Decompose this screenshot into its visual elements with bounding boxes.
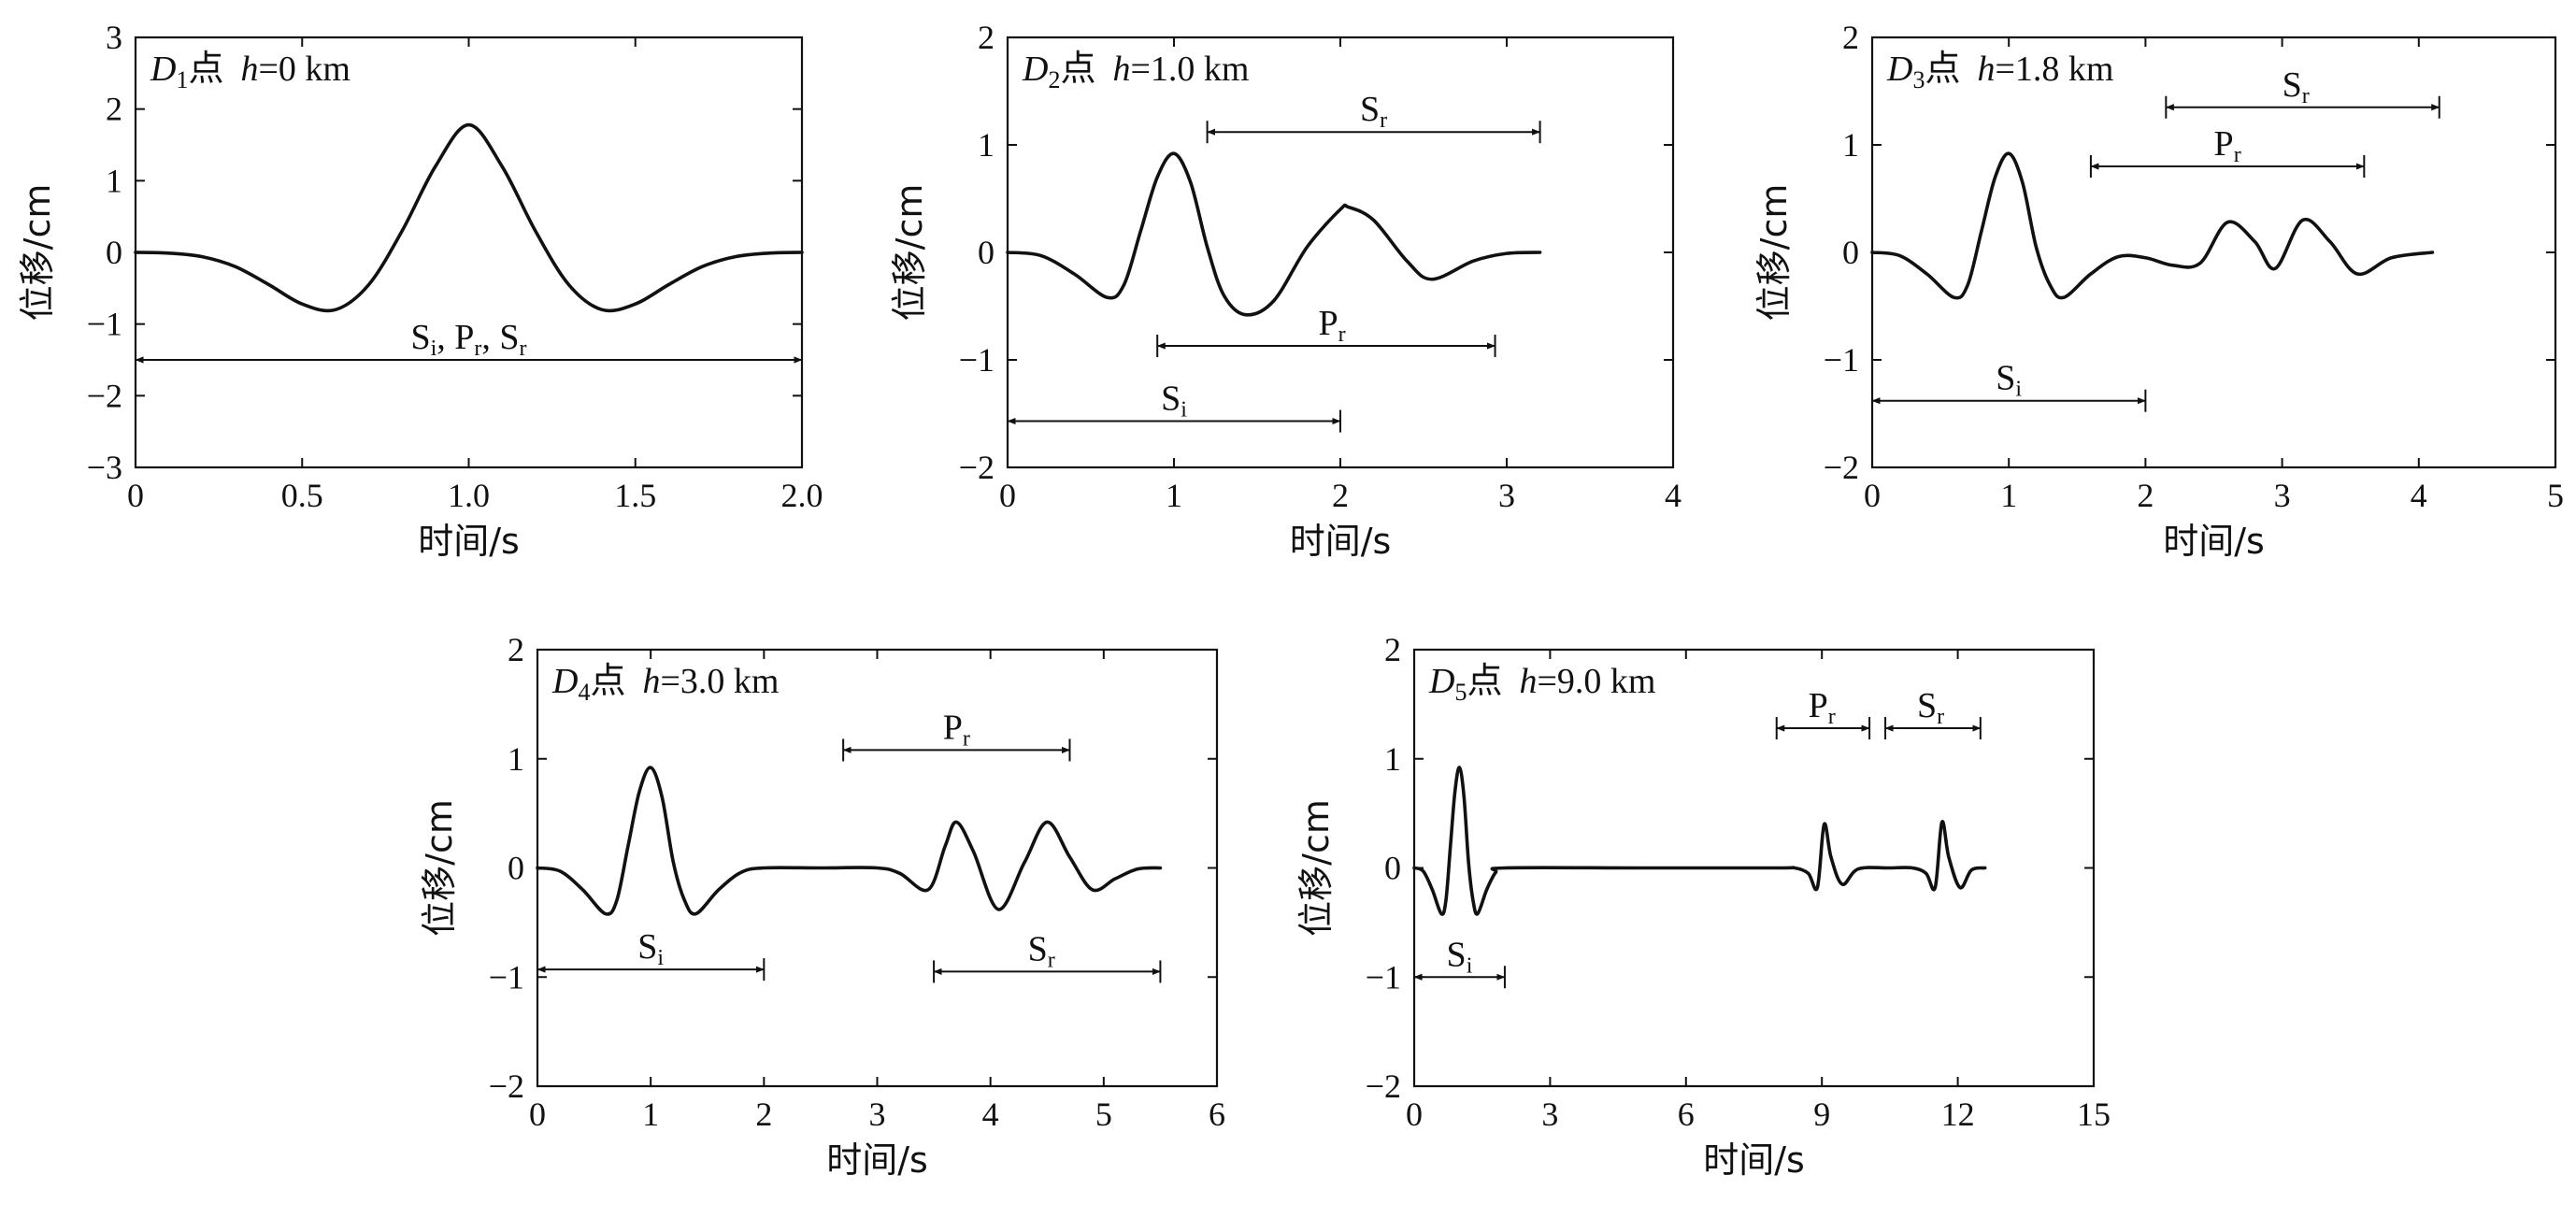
x-tick-label: 3 xyxy=(869,1096,886,1133)
y-axis-label: 位移/cm xyxy=(889,184,930,322)
y-tick-label: −2 xyxy=(959,449,995,486)
x-tick-label: 2 xyxy=(755,1096,772,1133)
y-tick-label: 3 xyxy=(106,19,122,56)
x-tick-label: 4 xyxy=(1665,477,1682,514)
wave-label: Si xyxy=(637,927,664,970)
x-tick-label: 2 xyxy=(1332,477,1349,514)
x-tick-label: 12 xyxy=(1941,1096,1975,1133)
panel-4: 0 1 2 3 4 5 6 −2 −1 0 1 2 时间/s 位移/cm D4点 h=3.0 km Pr Si Sr xyxy=(419,631,1225,1181)
x-tick-label: 0.5 xyxy=(281,477,323,514)
y-tick-label: 0 xyxy=(508,850,524,887)
displacement-trace xyxy=(536,766,1163,916)
wave-label: Si, Pr, Sr xyxy=(410,318,526,361)
x-axis-label: 时间/s xyxy=(418,521,520,562)
y-tick-label: −2 xyxy=(1366,1068,1401,1105)
y-tick-label: 2 xyxy=(978,19,995,56)
y-axis-label: 位移/cm xyxy=(1295,799,1337,937)
x-tick-label: 3 xyxy=(2274,477,2291,514)
x-tick-label: 0 xyxy=(127,477,144,514)
y-tick-label: 1 xyxy=(106,162,122,199)
y-tick-label: −2 xyxy=(87,377,122,414)
y-tick-label: −1 xyxy=(959,341,995,379)
wave-label: Sr xyxy=(1917,686,1944,729)
x-axis-label: 时间/s xyxy=(2163,521,2265,562)
panel-label: D4点 h=3.0 km xyxy=(551,660,779,706)
x-tick-label: 1 xyxy=(2000,477,2017,514)
y-tick-label: −2 xyxy=(1824,449,1859,486)
wave-label: Pr xyxy=(1319,304,1346,347)
panel-2: 0 1 2 3 4 −2 −1 0 1 2 时间/s 位移/cm D2点 h=1.0 km Sr Pr Si xyxy=(889,19,1682,562)
wave-label: Si xyxy=(1447,935,1473,978)
plot-frame xyxy=(1870,36,2557,469)
x-tick-label: 0 xyxy=(999,477,1016,514)
y-tick-label: 1 xyxy=(508,740,524,778)
x-tick-label: 4 xyxy=(982,1096,999,1133)
y-axis-label: 位移/cm xyxy=(1753,184,1795,322)
y-tick-label: −1 xyxy=(1824,341,1859,379)
x-tick-label: 2.0 xyxy=(781,477,823,514)
y-tick-label: 2 xyxy=(1384,631,1401,668)
wave-label: Pr xyxy=(943,708,970,751)
x-tick-label: 9 xyxy=(1813,1096,1830,1133)
x-axis-label: 时间/s xyxy=(1290,521,1392,562)
x-tick-label: 0 xyxy=(1864,477,1881,514)
x-tick-label: 6 xyxy=(1678,1096,1695,1133)
wave-label: Pr xyxy=(2214,124,2241,167)
y-tick-label: −3 xyxy=(87,449,122,486)
y-tick-label: 2 xyxy=(1842,19,1859,56)
x-tick-label: 1.0 xyxy=(448,477,490,514)
displacement-trace xyxy=(134,122,804,313)
panel-label: D5点 h=9.0 km xyxy=(1428,660,1655,706)
x-tick-label: 3 xyxy=(1498,477,1515,514)
y-tick-label: −2 xyxy=(489,1068,524,1105)
panel-label: D3点 h=1.8 km xyxy=(1886,48,2113,93)
x-tick-label: 6 xyxy=(1209,1096,1225,1133)
y-tick-label: 2 xyxy=(508,631,524,668)
y-tick-label: −1 xyxy=(489,958,524,996)
wave-label: Sr xyxy=(1360,90,1387,133)
displacement-trace xyxy=(1870,151,2435,300)
y-axis-label: 位移/cm xyxy=(419,799,460,937)
y-tick-label: 1 xyxy=(978,126,995,164)
y-tick-label: 0 xyxy=(1384,850,1401,887)
x-tick-label: 5 xyxy=(2547,477,2564,514)
x-tick-label: 0 xyxy=(1406,1096,1423,1133)
displacement-trace xyxy=(1412,766,1987,916)
x-tick-label: 15 xyxy=(2077,1096,2111,1133)
panel-label: D1点 h=0 km xyxy=(150,48,351,93)
y-tick-label: 2 xyxy=(106,91,122,128)
x-axis-label: 时间/s xyxy=(1703,1139,1805,1181)
panel-1: 0 0.5 1.0 1.5 2.0 −3 −2 −1 0 1 2 3 时间/s 位移/cm D1点 h=0 k… xyxy=(17,19,823,562)
x-tick-label: 0 xyxy=(529,1096,546,1133)
wave-label: Pr xyxy=(1809,686,1836,729)
wave-label: Sr xyxy=(2283,65,2310,108)
x-tick-label: 3 xyxy=(1541,1096,1558,1133)
x-tick-label: 2 xyxy=(2137,477,2154,514)
y-tick-label: −1 xyxy=(1366,958,1401,996)
y-tick-label: 1 xyxy=(1384,740,1401,778)
y-axis-label: 位移/cm xyxy=(17,184,58,322)
y-tick-label: 0 xyxy=(106,234,122,271)
wave-label: Sr xyxy=(1028,929,1055,972)
displacement-trace xyxy=(1006,151,1542,317)
wave-label: Si xyxy=(1161,380,1187,423)
y-tick-label: −1 xyxy=(87,306,122,343)
y-tick-label: 0 xyxy=(1842,234,1859,271)
panel-label: D2点 h=1.0 km xyxy=(1022,48,1249,93)
y-tick-label: 0 xyxy=(978,234,995,271)
x-tick-label: 1 xyxy=(642,1096,659,1133)
plot-frame xyxy=(134,36,804,469)
y-tick-label: 1 xyxy=(1842,126,1859,164)
x-tick-label: 1 xyxy=(1166,477,1182,514)
x-tick-label: 4 xyxy=(2411,477,2427,514)
x-axis-label: 时间/s xyxy=(826,1139,928,1181)
x-tick-label: 1.5 xyxy=(614,477,656,514)
plot-frame xyxy=(1006,36,1675,469)
wave-label: Si xyxy=(1996,359,2022,402)
x-tick-label: 5 xyxy=(1095,1096,1112,1133)
